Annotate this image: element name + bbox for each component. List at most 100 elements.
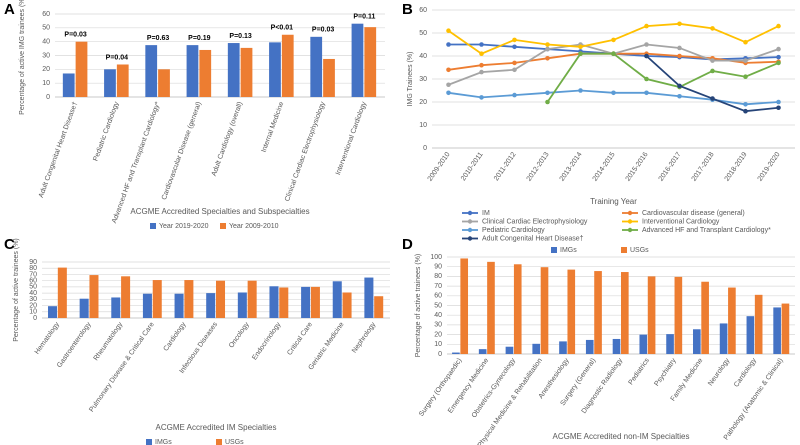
y-tick-label: 70 xyxy=(434,283,442,290)
legend-marker xyxy=(467,210,473,216)
bar xyxy=(269,42,281,97)
bar xyxy=(240,47,253,97)
bar xyxy=(567,269,576,354)
point xyxy=(743,102,748,107)
panel-label: D xyxy=(402,236,413,253)
x-tick-label: Advanced HF and Transplant Cardiology* xyxy=(111,101,162,225)
bar xyxy=(310,286,320,318)
p-value: P=0.13 xyxy=(229,33,251,40)
point xyxy=(776,60,781,66)
bar xyxy=(332,281,342,318)
point xyxy=(743,39,748,45)
legend-swatch xyxy=(146,439,152,445)
point xyxy=(545,90,550,96)
y-tick-label: 40 xyxy=(29,290,37,297)
bar xyxy=(487,261,495,354)
point xyxy=(446,42,451,47)
bar xyxy=(121,276,131,318)
bar xyxy=(781,303,790,354)
x-tick-label: Adult Congenital Heart Disease† xyxy=(38,101,79,199)
bar xyxy=(75,41,88,97)
x-axis-label: Training Year xyxy=(590,197,637,206)
y-tick-label: 90 xyxy=(29,259,37,266)
bar xyxy=(142,293,152,318)
bar xyxy=(57,267,67,318)
point xyxy=(776,105,781,111)
point xyxy=(710,58,715,63)
y-tick-label: 10 xyxy=(42,80,50,87)
y-tick-label: 30 xyxy=(29,296,37,303)
legend-label: IMGs xyxy=(155,439,172,445)
bar xyxy=(186,45,199,97)
panel-label: A xyxy=(4,1,15,18)
legend-marker xyxy=(467,227,473,233)
bar xyxy=(116,64,129,97)
x-tick-label: 2015-2016 xyxy=(625,151,650,183)
line xyxy=(546,52,779,103)
point xyxy=(776,46,781,52)
x-tick-label: Gastroenterology xyxy=(56,321,93,369)
x-tick-label: 2011-2012 xyxy=(493,151,518,182)
x-tick-label: Interventional Cardiology xyxy=(335,100,368,176)
x-tick-label: Cardiology xyxy=(733,357,758,389)
y-tick-label: 40 xyxy=(419,53,427,60)
point xyxy=(545,42,550,47)
x-tick-label: Neurology xyxy=(707,357,731,388)
x-tick-label: Nephrology xyxy=(351,321,378,355)
y-tick-label: 40 xyxy=(434,312,442,319)
legend-marker xyxy=(467,219,473,224)
point xyxy=(644,23,649,29)
x-tick-label: Pediatric Cardiology xyxy=(92,100,120,162)
bar xyxy=(323,58,335,97)
bar xyxy=(532,343,541,354)
point xyxy=(776,23,781,29)
point xyxy=(677,45,682,51)
point xyxy=(446,82,451,88)
bar xyxy=(111,297,121,318)
y-tick-label: 60 xyxy=(42,11,50,18)
legend-label: Clinical Cardiac Electrophysiology xyxy=(482,218,588,225)
y-tick-label: 100 xyxy=(430,254,442,261)
legend-label: USGs xyxy=(630,247,649,254)
bar xyxy=(639,334,648,354)
bar xyxy=(374,296,384,318)
x-axis-label: ACGME Accredited non-IM Specialties xyxy=(553,432,690,441)
bar xyxy=(540,267,549,354)
y-tick-label: 60 xyxy=(434,293,442,300)
point xyxy=(743,74,748,79)
x-tick-label: Psychiatry xyxy=(653,357,678,388)
point xyxy=(644,53,649,59)
y-axis-label: Percentage of active trainees (%) xyxy=(415,254,422,358)
legend-marker xyxy=(627,227,633,233)
legend-label: Interventional Cardiology xyxy=(642,218,720,225)
y-tick-label: 40 xyxy=(42,39,50,46)
bar xyxy=(719,323,728,354)
bar xyxy=(269,286,279,318)
bar xyxy=(206,293,216,318)
legend-label: Pediatric Cardiology xyxy=(482,227,545,234)
point xyxy=(545,99,550,105)
x-tick-label: Pathology (Anatomic & Clinical) xyxy=(723,357,785,441)
point xyxy=(512,44,517,50)
point xyxy=(512,67,517,73)
legend-label: Adult Congenital Heart Disease† xyxy=(482,235,584,242)
bar xyxy=(281,34,294,97)
x-tick-label: Internal Medicine xyxy=(261,101,286,154)
bar xyxy=(505,346,514,354)
legend-label: Year 2009-2010 xyxy=(229,223,279,230)
x-tick-label: Rheumatology xyxy=(93,321,125,362)
bar xyxy=(247,280,257,318)
legend-label: IMGs xyxy=(560,247,577,254)
x-tick-label: Geriatric Medicine xyxy=(308,321,346,371)
bar xyxy=(227,43,240,97)
point xyxy=(545,46,550,52)
bar xyxy=(647,276,656,354)
x-tick-label: 2019-2020 xyxy=(757,151,782,183)
point xyxy=(743,108,748,114)
x-tick-label: Cardiovascular Disease (general) xyxy=(161,101,203,201)
x-axis-label: ACGME Accredited IM Specialties xyxy=(156,423,277,432)
legend-label: IM xyxy=(482,210,490,217)
x-tick-label: Critical Care xyxy=(286,321,314,357)
legend-label: Cardiovascular disease (general) xyxy=(642,210,745,217)
legend-label: Advanced HF and Transplant Cardiology* xyxy=(642,227,771,234)
